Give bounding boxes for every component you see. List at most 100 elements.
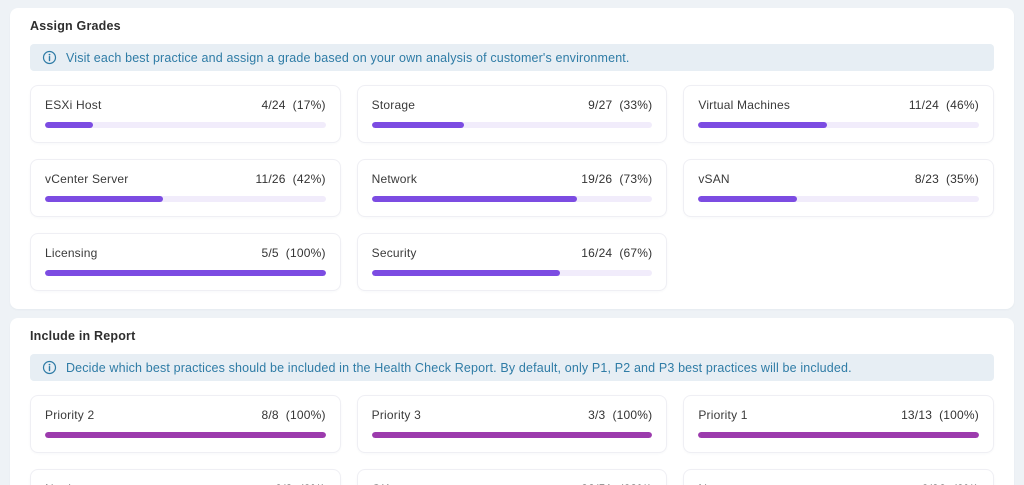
card-label: ESXi Host: [45, 98, 102, 112]
report-filter-card[interactable]: Priority 2 8/8 (100%): [30, 395, 341, 453]
card-fraction: 11/24: [908, 98, 939, 112]
progress-fill: [371, 432, 653, 438]
progress-track: [45, 432, 326, 438]
progress-fill: [45, 196, 163, 202]
card-value: 8/23 (35%): [915, 172, 979, 186]
category-card[interactable]: Security 16/24 (67%): [356, 233, 668, 291]
card-percent: (100%): [612, 408, 653, 422]
category-card[interactable]: Network 19/26 (73%): [356, 159, 668, 217]
category-card[interactable]: ESXi Host 4/24 (17%): [30, 85, 341, 143]
category-card[interactable]: vSAN 8/23 (35%): [683, 159, 994, 217]
card-percent: (46%): [945, 98, 979, 112]
card-value: 19/26 (73%): [581, 172, 652, 186]
report-filter-card[interactable]: None 0/96 (0%): [683, 469, 994, 485]
card-label: vCenter Server: [45, 172, 129, 186]
report-filter-card[interactable]: Priority 3 3/3 (100%): [356, 395, 668, 453]
report-filter-card[interactable]: No data 0/8 (0%): [30, 469, 341, 485]
card-value: 11/24 (46%): [909, 98, 979, 112]
card-value: 0/96 (0%): [922, 482, 979, 485]
card-label: Priority 1: [698, 408, 748, 422]
section-title-include-in-report: Include in Report: [30, 329, 136, 343]
card-header: ESXi Host 4/24 (17%): [45, 98, 326, 112]
category-card[interactable]: Storage 9/27 (33%): [356, 85, 668, 143]
card-label: None: [698, 482, 728, 485]
progress-track: [698, 122, 979, 128]
info-banner-text: Decide which best practices should be in…: [66, 360, 852, 375]
card-label: Priority 2: [45, 408, 95, 422]
progress-fill: [371, 270, 560, 276]
progress-fill: [45, 432, 326, 438]
card-percent: (17%): [292, 98, 326, 112]
card-header: No data 0/8 (0%): [45, 482, 326, 485]
category-card[interactable]: Licensing 5/5 (100%): [30, 233, 341, 291]
card-value: 0/8 (0%): [275, 482, 325, 485]
progress-track: [371, 432, 653, 438]
grades-cards-grid: ESXi Host 4/24 (17%) Storage 9/27: [30, 85, 994, 291]
card-percent: (33%): [619, 98, 653, 112]
category-card[interactable]: Virtual Machines 11/24 (46%): [683, 85, 994, 143]
card-label: OK: [372, 482, 390, 485]
card-header: Virtual Machines 11/24 (46%): [698, 98, 979, 112]
card-fraction: 19/26: [581, 172, 613, 186]
card-label: vSAN: [698, 172, 730, 186]
progress-fill: [698, 122, 828, 128]
card-value: 32/51 (63%): [581, 482, 652, 485]
progress-track: [45, 122, 326, 128]
card-percent: (100%): [285, 246, 326, 260]
progress-fill: [698, 432, 979, 438]
card-header: Security 16/24 (67%): [372, 246, 653, 260]
card-percent: (100%): [939, 408, 979, 422]
info-banner-text: Visit each best practice and assign a gr…: [66, 50, 630, 65]
card-percent: (0%): [300, 482, 326, 485]
progress-track: [698, 196, 979, 202]
category-card[interactable]: vCenter Server 11/26 (42%): [30, 159, 341, 217]
card-fraction: 16/24: [581, 246, 613, 260]
card-fraction: 0/8: [275, 482, 292, 485]
card-header: vSAN 8/23 (35%): [698, 172, 979, 186]
card-label: Priority 3: [371, 408, 421, 422]
card-value: 3/3 (100%): [588, 408, 652, 422]
card-header: vCenter Server 11/26 (42%): [45, 172, 326, 186]
progress-track: [45, 196, 326, 202]
progress-fill: [698, 196, 797, 202]
card-label: No data: [45, 482, 88, 485]
progress-fill: [371, 122, 465, 128]
card-value: 11/26 (42%): [256, 172, 326, 186]
card-fraction: 0/96: [922, 482, 946, 485]
card-header: Storage 9/27 (33%): [372, 98, 653, 112]
card-percent: (67%): [619, 246, 653, 260]
card-label: Storage: [371, 98, 416, 112]
card-fraction: 3/3: [588, 408, 606, 422]
card-percent: (73%): [619, 172, 653, 186]
card-header: None 0/96 (0%): [698, 482, 979, 485]
card-percent: (0%): [953, 482, 979, 485]
card-label: Licensing: [45, 246, 98, 260]
progress-fill: [45, 270, 326, 276]
card-header: Network 19/26 (73%): [372, 172, 653, 186]
info-icon: [42, 50, 57, 65]
card-header: Licensing 5/5 (100%): [45, 246, 326, 260]
section-title-assign-grades: Assign Grades: [30, 19, 121, 33]
card-value: 5/5 (100%): [261, 246, 325, 260]
page: Assign Grades Visit each best practice a…: [10, 8, 1014, 485]
info-banner-include-in-report: Decide which best practices should be in…: [30, 354, 994, 381]
progress-fill: [45, 122, 93, 128]
progress-track: [698, 432, 979, 438]
card-percent: (63%): [619, 482, 652, 485]
card-fraction: 4/24: [261, 98, 286, 112]
card-label: Virtual Machines: [698, 98, 791, 112]
card-fraction: 32/51: [581, 482, 612, 485]
report-filter-card[interactable]: Priority 1 13/13 (100%): [683, 395, 994, 453]
card-value: 9/27 (33%): [588, 98, 652, 112]
progress-track: [371, 122, 653, 128]
card-header: Priority 2 8/8 (100%): [45, 408, 326, 422]
card-value: 8/8 (100%): [261, 408, 325, 422]
card-value: 13/13 (100%): [901, 408, 979, 422]
assign-grades-panel: Assign Grades Visit each best practice a…: [10, 8, 1014, 309]
card-value: 4/24 (17%): [261, 98, 325, 112]
card-percent: (42%): [292, 172, 326, 186]
card-fraction: 5/5: [261, 246, 279, 260]
include-in-report-panel: Include in Report Decide which best prac…: [10, 318, 1014, 485]
report-filter-card[interactable]: OK 32/51 (63%): [356, 469, 668, 485]
card-fraction: 8/23: [914, 172, 939, 186]
